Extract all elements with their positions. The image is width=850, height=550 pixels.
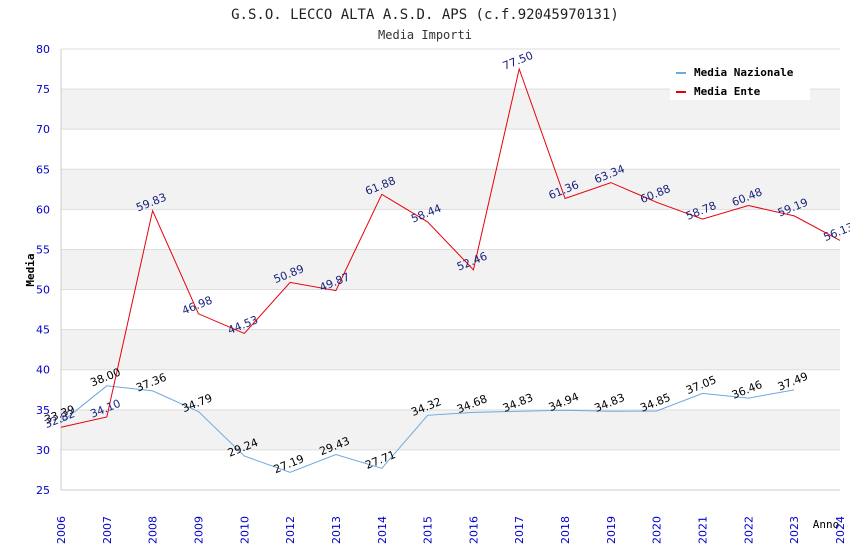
grid-band — [61, 409, 840, 450]
series-lines — [60, 67, 841, 473]
y-axis-ticks: 25 30 35 40 45 50 55 60 65 70 75 80 — [36, 43, 50, 497]
x-axis-ticks: 2006 2007 2008 2009 2010 2012 2013 2014 2015 2016… — [55, 516, 847, 544]
x-tick-label: 2015 — [422, 516, 435, 544]
x-tick-label: 2013 — [330, 516, 343, 544]
x-tick-label: 2021 — [697, 516, 710, 544]
plot-background — [61, 49, 840, 490]
x-tick-label: 2007 — [101, 516, 114, 544]
grid-band — [61, 289, 840, 330]
grid-band — [61, 209, 840, 250]
y-tick-label: 70 — [36, 123, 50, 136]
x-tick-label: 2022 — [742, 516, 755, 544]
x-tick-label: 2017 — [513, 516, 526, 544]
x-tick-label: 2024 — [834, 516, 847, 544]
legend: Media Nazionale Media Ente — [670, 62, 810, 100]
x-tick-label: 2010 — [238, 516, 251, 544]
series-line-media-ente — [60, 67, 841, 428]
y-tick-label: 60 — [36, 203, 50, 216]
grid-band — [61, 169, 840, 210]
y-tick-label: 65 — [36, 163, 50, 176]
y-tick-label: 25 — [36, 484, 50, 497]
x-tick-label: 2019 — [605, 516, 618, 544]
x-tick-label: 2018 — [559, 516, 572, 544]
y-axis-label: Media — [24, 253, 37, 286]
x-tick-label: 2016 — [467, 516, 480, 544]
legend-label: Media Nazionale — [694, 66, 794, 79]
series-line-media-nazionale — [60, 385, 795, 473]
chart-subtitle: Media Importi — [378, 28, 472, 42]
y-tick-label: 45 — [36, 324, 50, 337]
grid-band — [61, 249, 840, 290]
grid-band — [61, 329, 840, 370]
x-tick-label: 2006 — [55, 516, 68, 544]
x-tick-label: 2008 — [147, 516, 160, 544]
y-tick-label: 30 — [36, 444, 50, 457]
grid-band — [61, 449, 840, 490]
x-tick-label: 2020 — [651, 516, 664, 544]
x-tick-label: 2009 — [192, 516, 205, 544]
x-tick-label: 2023 — [788, 516, 801, 544]
y-tick-label: 35 — [36, 404, 50, 417]
x-axis-label: Anno — [813, 518, 840, 531]
legend-label: Media Ente — [694, 85, 761, 98]
y-tick-label: 55 — [36, 243, 50, 256]
y-tick-label: 75 — [36, 83, 50, 96]
x-tick-label: 2012 — [284, 516, 297, 544]
grid-band — [61, 369, 840, 410]
gridlines — [60, 48, 840, 491]
x-tick-label: 2014 — [376, 516, 389, 544]
y-tick-label: 80 — [36, 43, 50, 56]
y-tick-label: 40 — [36, 364, 50, 377]
y-tick-label: 50 — [36, 284, 50, 297]
chart-title: G.S.O. LECCO ALTA A.S.D. APS (c.f.920459… — [231, 7, 619, 23]
legend-box — [670, 62, 810, 100]
grid-band — [61, 129, 840, 170]
